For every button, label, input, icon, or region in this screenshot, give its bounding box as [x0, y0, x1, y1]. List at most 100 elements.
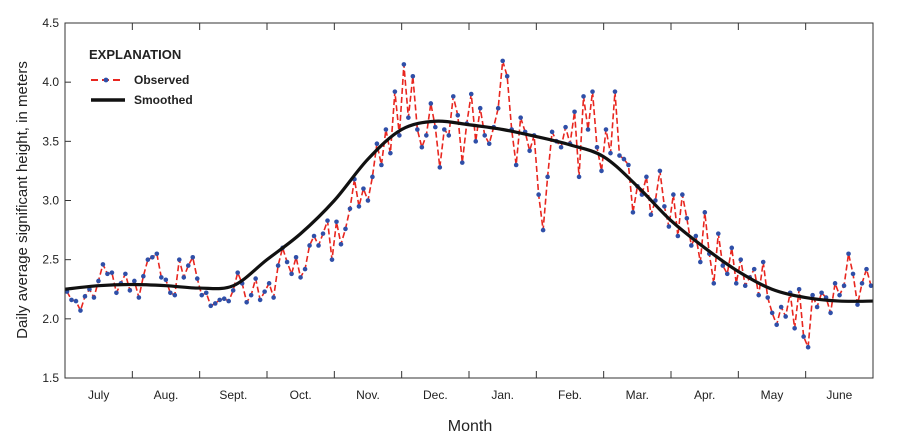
- observed-point: [711, 281, 717, 286]
- observed-point: [284, 259, 290, 265]
- observed-point: [338, 241, 344, 247]
- observed-point: [424, 133, 429, 138]
- plot-area: [64, 58, 874, 350]
- observed-point: [666, 224, 672, 229]
- smoothed-series-line: [64, 119, 874, 303]
- x-tick-label: Apr.: [694, 388, 715, 402]
- observed-point: [459, 160, 465, 165]
- observed-point: [244, 299, 249, 305]
- observed-point: [482, 133, 488, 138]
- x-tick-label: Feb.: [558, 388, 582, 402]
- observed-point: [545, 174, 550, 180]
- observed-point: [617, 153, 622, 158]
- observed-point: [397, 133, 402, 138]
- observed-point: [455, 113, 461, 118]
- observed-point: [437, 165, 443, 170]
- observed-point: [145, 257, 151, 262]
- observed-point: [783, 314, 788, 319]
- observed-point: [114, 290, 119, 296]
- legend-title: EXPLANATION: [89, 47, 181, 62]
- observed-point: [724, 271, 730, 277]
- x-tick-label: Nov.: [356, 388, 380, 402]
- observed-point: [477, 105, 483, 111]
- observed-point: [235, 270, 240, 275]
- observed-point: [91, 295, 97, 300]
- observed-point: [69, 297, 74, 303]
- observed-point: [684, 215, 690, 221]
- x-axis: July Aug. Sept. Oct. Nov. Dec. Jan. Feb. Mar. Apr…: [88, 23, 853, 402]
- observed-point: [275, 263, 281, 268]
- observed-point: [868, 283, 874, 289]
- x-axis-label: Month: [448, 418, 492, 435]
- observed-point: [217, 297, 223, 303]
- observed-point: [594, 144, 600, 150]
- observed-point: [846, 251, 851, 257]
- observed-point: [401, 62, 407, 67]
- observed-point: [540, 227, 546, 233]
- observed-point: [689, 243, 694, 248]
- observed-point: [347, 206, 353, 212]
- observed-point: [837, 292, 842, 298]
- observed-point: [73, 298, 79, 304]
- observed-point: [105, 271, 110, 277]
- y-tick-label: 3.5: [42, 134, 59, 148]
- observed-point: [194, 276, 200, 281]
- observed-point: [563, 124, 568, 130]
- x-tick-label: Aug.: [154, 388, 179, 402]
- observed-point: [450, 94, 456, 99]
- observed-point: [671, 192, 676, 197]
- observed-point: [361, 186, 366, 191]
- observed-point: [208, 303, 214, 309]
- observed-point: [855, 302, 860, 307]
- observed-point: [289, 271, 294, 277]
- observed-point: [163, 277, 169, 283]
- observed-point: [518, 115, 523, 120]
- observed-point: [805, 344, 811, 350]
- observed-point: [388, 150, 393, 156]
- observed-point: [504, 73, 510, 79]
- observed-point: [729, 245, 735, 251]
- observed-point: [832, 281, 838, 286]
- legend-observed-label: Observed: [134, 73, 189, 87]
- observed-point: [383, 127, 389, 132]
- observed-point: [590, 89, 595, 94]
- observed-point: [576, 174, 582, 180]
- observed-point: [415, 127, 420, 132]
- observed-point: [190, 254, 196, 260]
- observed-point: [311, 233, 317, 239]
- x-tick-label: June: [826, 388, 852, 402]
- observed-point: [410, 73, 416, 79]
- observed-point: [428, 101, 434, 106]
- observed-point: [150, 254, 155, 260]
- observed-point: [100, 262, 106, 267]
- observed-point: [96, 278, 101, 284]
- observed-point: [370, 174, 375, 180]
- observed-point: [814, 304, 820, 310]
- x-tick-label: July: [88, 388, 109, 402]
- observed-point: [302, 266, 308, 272]
- observed-point: [325, 218, 330, 223]
- observed-point: [199, 292, 205, 298]
- observed-point: [329, 257, 335, 262]
- observed-point: [698, 259, 703, 265]
- y-tick-label: 3.0: [42, 194, 59, 208]
- observed-point: [864, 266, 869, 272]
- observed-point: [581, 94, 586, 99]
- x-tick-label: Dec.: [423, 388, 448, 402]
- observed-point: [599, 168, 604, 174]
- observed-point: [172, 292, 178, 298]
- observed-point: [859, 281, 865, 286]
- observed-point: [212, 301, 218, 306]
- observed-point: [468, 91, 474, 97]
- observed-point: [850, 271, 856, 277]
- observed-point: [500, 58, 505, 64]
- observed-point: [365, 198, 371, 203]
- observed-point: [662, 204, 667, 209]
- observed-point: [419, 144, 425, 150]
- observed-point: [123, 271, 128, 277]
- x-tick-label: Jan.: [491, 388, 514, 402]
- observed-point: [334, 219, 339, 225]
- observed-point: [271, 295, 276, 300]
- observed-point: [203, 290, 209, 296]
- observed-point: [608, 150, 613, 156]
